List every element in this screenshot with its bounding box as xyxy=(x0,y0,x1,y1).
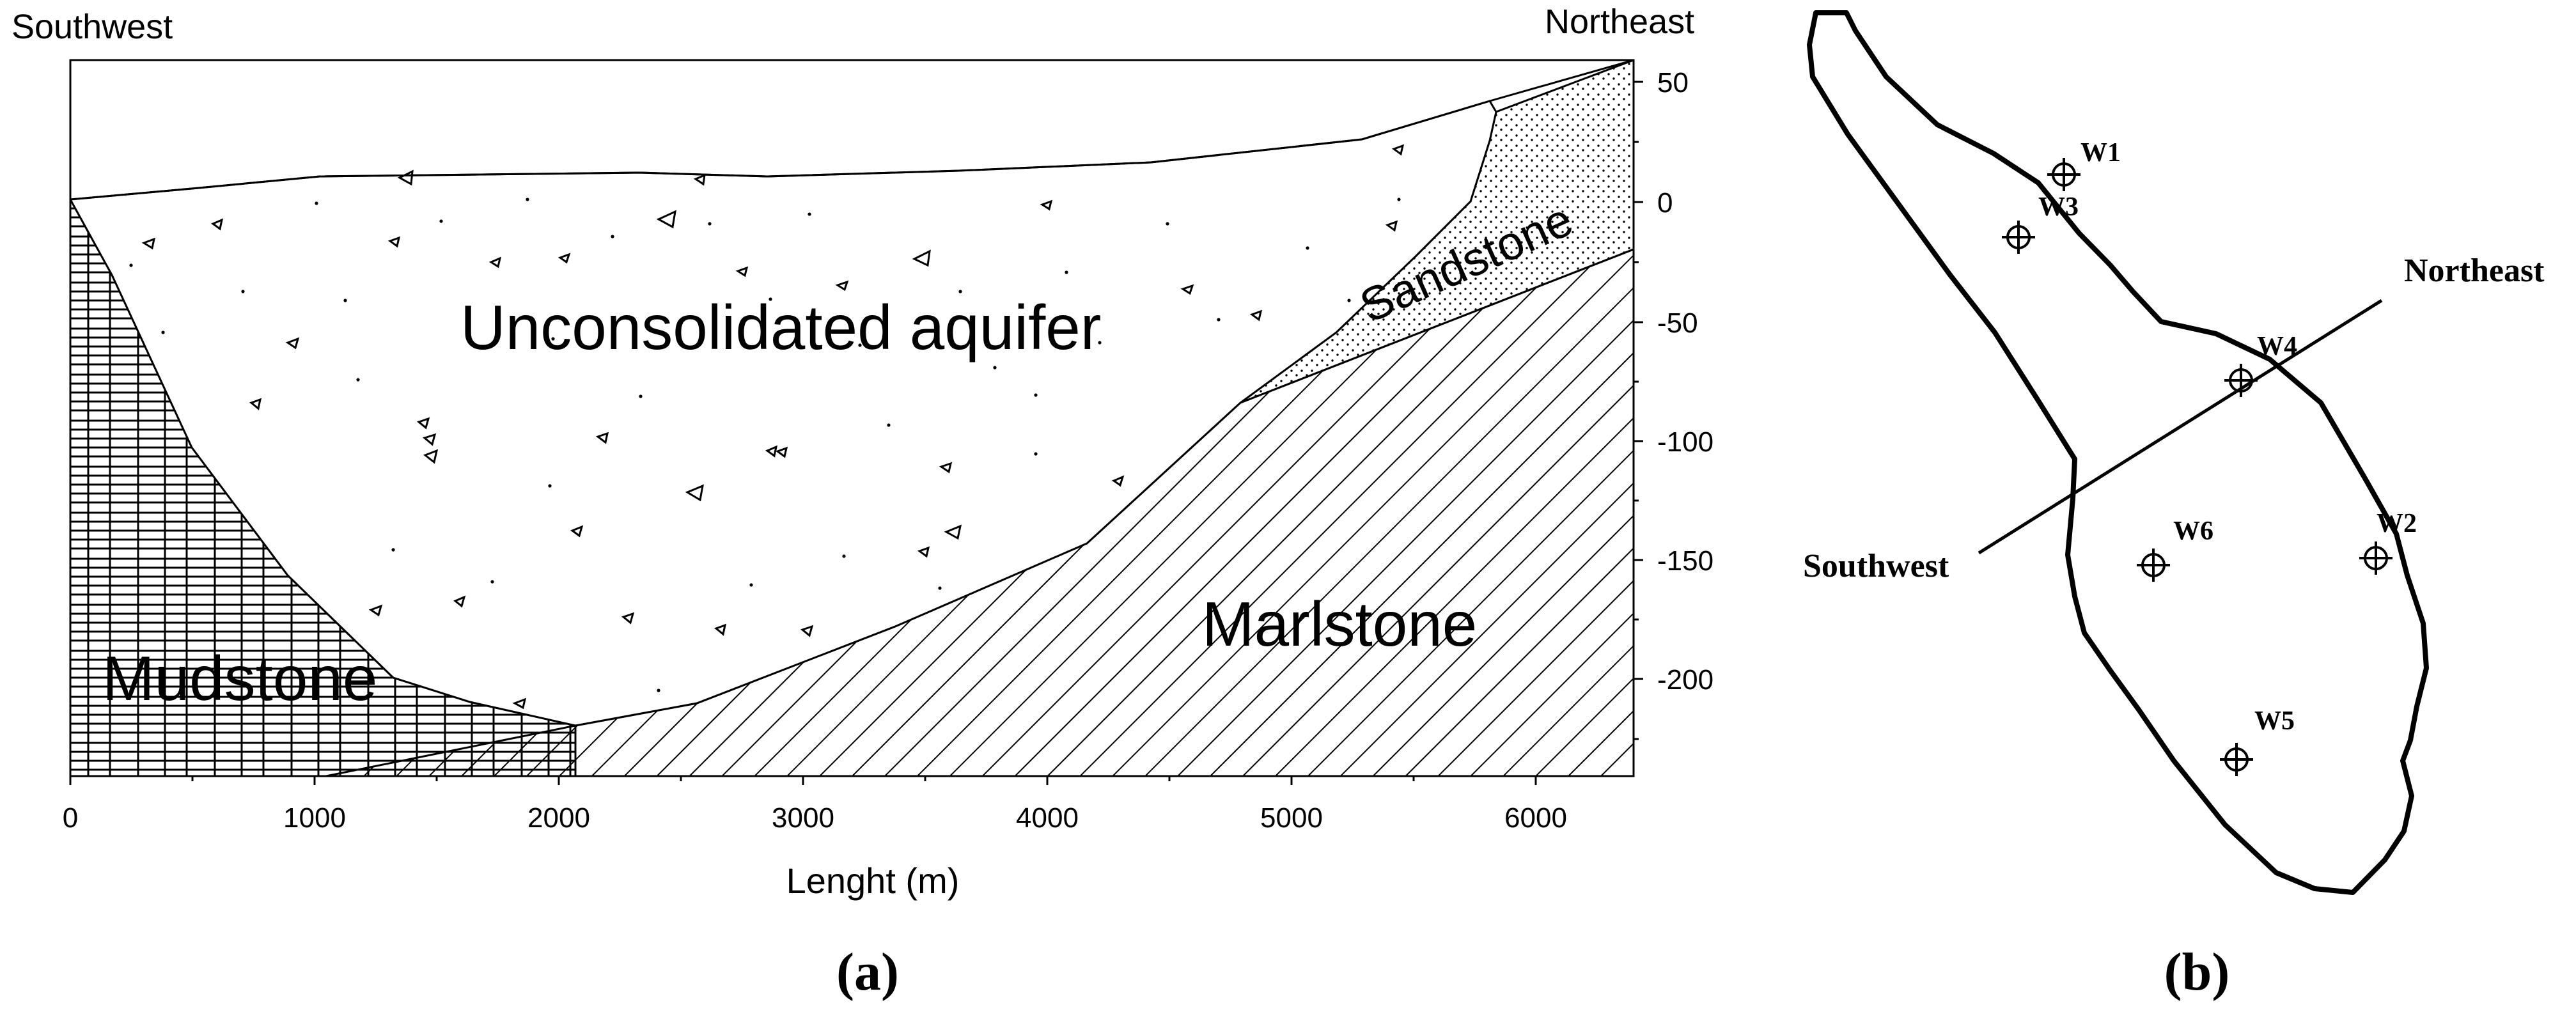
well-w1-symbol xyxy=(2047,158,2080,191)
y-tick-label-0: 0 xyxy=(1657,187,1673,219)
x-tick-label-6000: 6000 xyxy=(1504,802,1567,834)
well-w4-symbol xyxy=(2224,364,2258,397)
well-w4-label: W4 xyxy=(2257,332,2297,361)
panel-a-label: (a) xyxy=(836,942,899,1002)
y-tick-label-minus-50: -50 xyxy=(1657,307,1698,339)
x-tick-label-0: 0 xyxy=(63,802,78,834)
southwest-label: Southwest xyxy=(12,8,173,46)
map-southwest-label: Southwest xyxy=(1803,548,1949,584)
x-tick-label-2000: 2000 xyxy=(527,802,590,834)
x-tick-label-4000: 4000 xyxy=(1016,802,1079,834)
well-w3-label: W3 xyxy=(2038,192,2079,222)
y-tick-label-minus-150: -150 xyxy=(1657,545,1713,577)
aquifer-symbols xyxy=(141,144,1405,710)
y-tick-label-minus-200: -200 xyxy=(1657,664,1713,696)
marlstone-label: Marlstone xyxy=(1202,589,1477,659)
x-tick-label-1000: 1000 xyxy=(283,802,346,834)
aquifer-dots xyxy=(129,198,1401,692)
y-tick-label-minus-100: -100 xyxy=(1657,426,1713,458)
well-w1-label: W1 xyxy=(2080,138,2121,167)
section-frame xyxy=(69,59,1635,777)
section-line xyxy=(1978,299,2383,555)
y-tick-label-50: 50 xyxy=(1657,67,1689,98)
cross-section-panel: Southwest Northeast Unconsolidated aquif… xyxy=(12,3,1713,1002)
x-tick-label-3000: 3000 xyxy=(772,802,834,834)
well-w2-symbol xyxy=(2359,541,2393,575)
map-northeast-label: Northeast xyxy=(2404,253,2545,289)
x-axis-label: Lenght (m) xyxy=(786,860,960,901)
terrain-surface-line xyxy=(70,59,1634,201)
well-w3-symbol xyxy=(2002,221,2035,254)
panel-b-label: (b) xyxy=(2164,942,2230,1002)
well-w2-label: W2 xyxy=(2377,509,2417,538)
northeast-label: Northeast xyxy=(1545,3,1694,41)
well-w5-label: W5 xyxy=(2254,706,2295,736)
x-tick-label-5000: 5000 xyxy=(1260,802,1323,834)
mudstone-label: Mudstone xyxy=(102,643,377,713)
well-w6-symbol xyxy=(2137,549,2170,582)
well-w5-symbol xyxy=(2220,743,2253,776)
map-panel: W1 W3 W4 W6 W2 W5 Northeast Southwest (b… xyxy=(1803,10,2545,1002)
well-w6-label: W6 xyxy=(2173,517,2213,546)
y-axis-ticks xyxy=(1634,81,1643,740)
aquifer-label: Unconsolidated aquifer xyxy=(460,292,1101,362)
x-axis-ticks xyxy=(69,776,1537,785)
site-boundary xyxy=(1807,10,2429,895)
